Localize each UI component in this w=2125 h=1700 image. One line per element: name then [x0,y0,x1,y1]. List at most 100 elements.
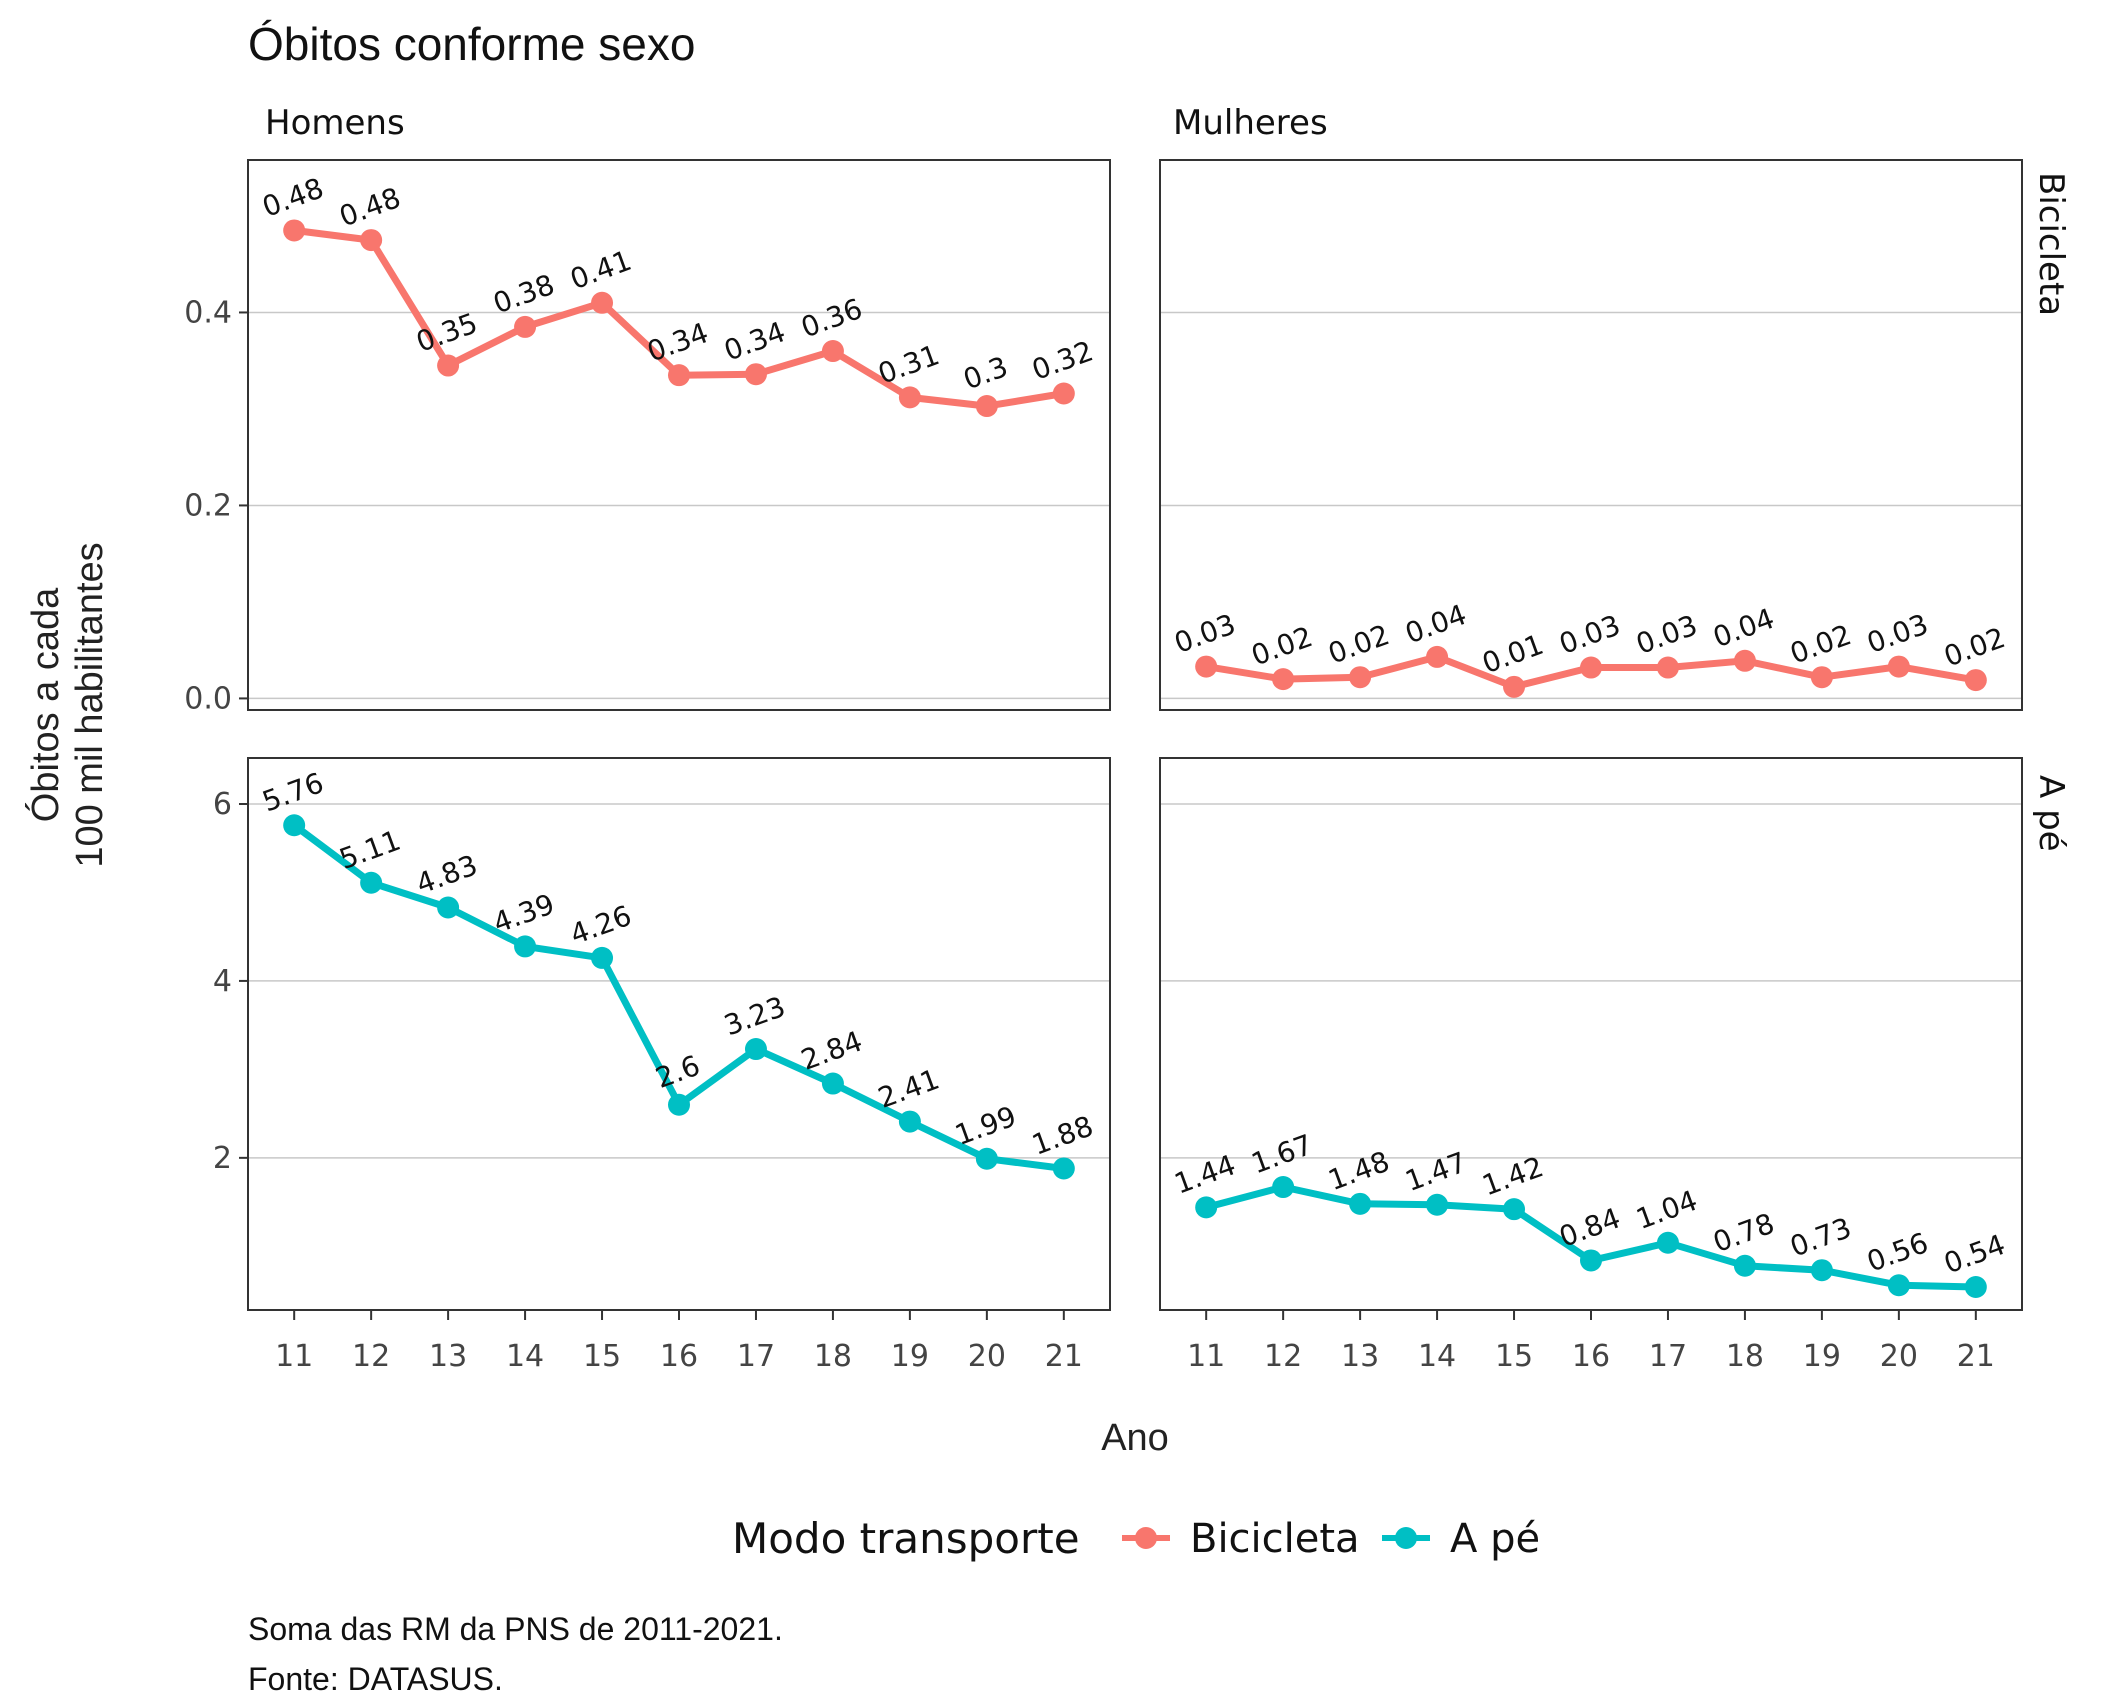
data-point [668,1093,690,1116]
legend-label-bicicleta: Bicicleta [1190,1516,1360,1562]
data-point [1052,382,1075,405]
data-label: 0.54 [1940,1228,2010,1280]
panel-border [247,159,1111,711]
data-label: 0.03 [1863,607,1933,659]
x-tick-label: 21 [1957,1339,1995,1374]
panel-1: 0.03 0.02 0.02 0.040.01 0.03 0.03 0.04 0.02 0.03… [1159,159,2023,711]
data-label: 3.23 [720,990,790,1042]
legend-title: Modo transporte [732,1514,1080,1563]
data-point [1733,649,1756,672]
data-point [591,946,614,969]
legend-key-bicicleta [1122,1527,1170,1549]
data-point [1887,655,1910,678]
x-tick-label: 20 [968,1339,1006,1374]
data-point [1426,1193,1449,1216]
data-label: 0.03 [1170,607,1240,659]
data-label: 1.99 [951,1100,1021,1152]
data-point [1272,1176,1295,1199]
y-axis-title-line2: 100 mil habilitantes [69,542,111,867]
data-point [1810,666,1833,689]
data-point [1964,1276,1987,1298]
data-label: 4.83 [412,848,482,900]
strip-label-homens: Homens [265,103,405,143]
x-tick-label: 16 [660,1339,698,1374]
legend-label-a-pe: A pé [1450,1516,1540,1562]
data-point [898,1110,921,1133]
x-tick-label: 15 [583,1339,621,1374]
data-point [1503,1198,1526,1221]
data-point [668,364,690,387]
data-point [821,340,844,363]
data-label: 2.41 [874,1062,944,1114]
data-label: 0.78 [1709,1207,1779,1259]
x-tick-label: 17 [737,1339,775,1374]
x-tick-label: 20 [1880,1339,1918,1374]
data-point [975,395,998,418]
data-label: 0.32 [1028,334,1098,386]
x-tick-label: 13 [1341,1339,1379,1374]
x-tick-label: 16 [1572,1339,1610,1374]
strip-label-bicicleta: Bicicleta [2031,172,2071,316]
x-tick-label: 12 [1264,1339,1302,1374]
series-line [292,822,1065,1172]
panel-3: 11 12 13 14 15 16 17 18 19 20 21 1.44 1.67 1.48 1.47 1.… [1159,757,2023,1374]
data-point [1349,1192,1372,1215]
data-point [283,219,306,242]
data-point [975,1147,998,1170]
data-label: 0.36 [797,292,867,344]
data-point [1272,668,1295,691]
data-label: 0.04 [1709,602,1779,654]
x-axis-title: Ano [1101,1417,1169,1459]
y-tick-label: 0.4 [184,295,232,330]
x-tick-label: 19 [891,1339,929,1374]
y-tick-label: 4 [213,964,232,999]
data-label: 4.39 [489,887,559,939]
data-label: 0.03 [1632,608,1702,660]
data-label: 5.76 [258,766,328,818]
data-label: 0.73 [1786,1211,1856,1263]
data-point [1426,645,1449,668]
data-point [821,1072,844,1095]
data-point [283,814,306,837]
x-tick-label: 14 [506,1339,544,1374]
data-point [514,315,537,338]
data-label: 0.48 [335,181,405,233]
data-point [1349,666,1372,689]
panel-2: 2 4 6 11 12 13 14 15 16 17 18 19 20 21 5.765.11 4.834.3… [213,757,1111,1374]
data-point [1580,656,1602,679]
strip-label-mulheres: Mulheres [1173,103,1328,143]
panel-0: 0.00.20.40.48 0.480.350.38 0.410.34 0.34 0.3… [184,159,1111,716]
y-axis-title-line1: Óbitos a cada [24,587,67,822]
data-point [1964,669,1987,692]
x-tick-label: 18 [814,1339,852,1374]
data-label: 0.02 [1940,621,2010,673]
data-point [437,354,460,377]
data-point [437,896,460,919]
data-label: 4.26 [566,899,636,951]
legend-key-a-pe [1382,1527,1430,1549]
data-point [591,291,614,314]
data-label: 0.02 [1247,620,1317,672]
x-tick-label: 21 [1045,1339,1083,1374]
x-tick-label: 17 [1649,1339,1687,1374]
data-point [1052,1157,1075,1180]
data-point [1656,656,1679,679]
data-label: 2.84 [797,1024,867,1076]
chart-title: Óbitos conforme sexo [248,18,695,70]
panel-border [1159,159,2023,711]
x-tick-label: 18 [1726,1339,1764,1374]
data-label: 0.3 [959,350,1012,396]
caption-line2: Fonte: DATASUS. [248,1661,503,1697]
y-tick-label: 6 [213,787,232,822]
data-label: 0.02 [1786,618,1856,670]
data-label: 5.11 [335,824,405,876]
legend: Modo transporte Bicicleta A pé [732,1514,1540,1563]
data-label: 0.84 [1555,1201,1625,1253]
caption-line1: Soma das RM da PNS de 2011-2021. [248,1611,783,1647]
data-label: 0.41 [566,244,636,296]
data-point [898,386,921,409]
x-tick-label: 14 [1418,1339,1456,1374]
y-tick-label: 2 [213,1141,232,1176]
